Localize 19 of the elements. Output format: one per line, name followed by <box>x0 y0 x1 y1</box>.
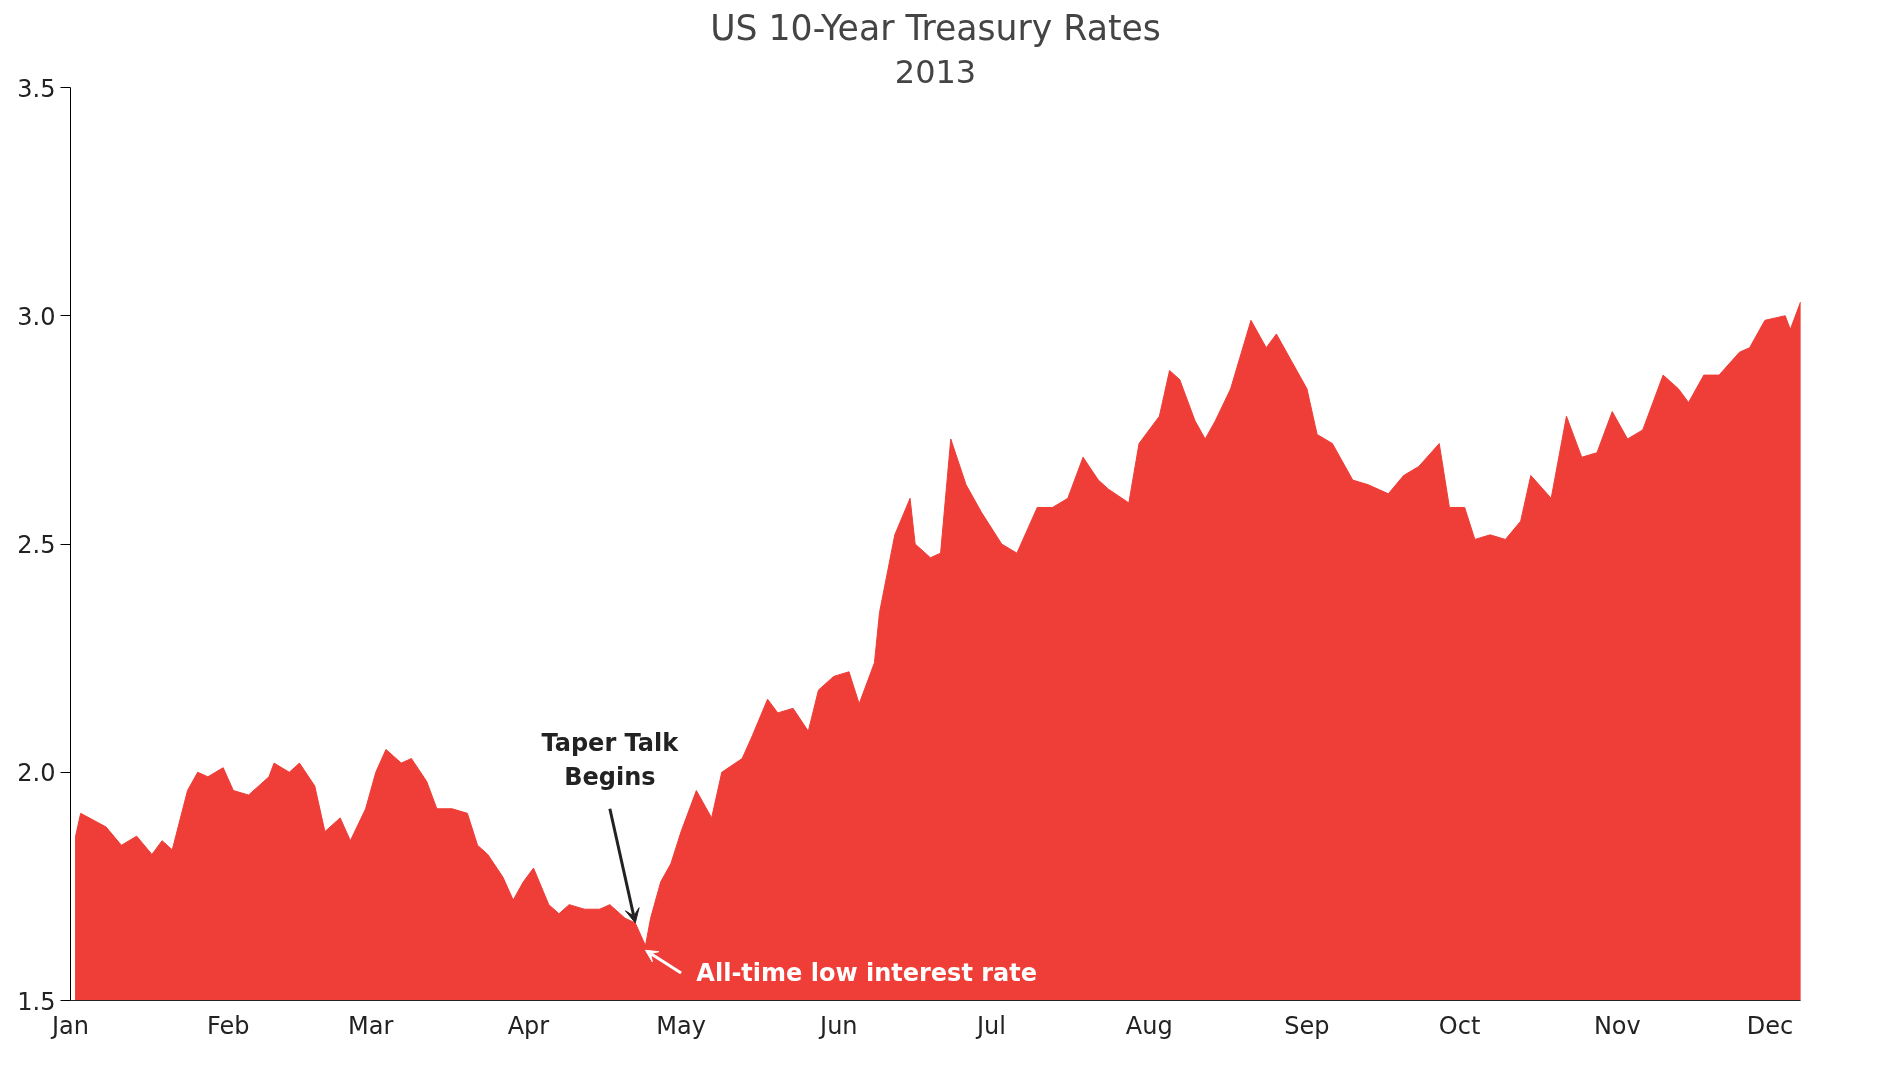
x-tick-label: Jun <box>818 1011 858 1040</box>
y-tick-label: 2.5 <box>17 531 56 559</box>
x-tick-label: Sep <box>1284 1011 1330 1040</box>
y-tick-label: 3.0 <box>17 302 56 331</box>
chart-title: US 10-Year Treasury Rates <box>710 7 1161 48</box>
x-tick-label: Oct <box>1438 1011 1481 1040</box>
y-tick-label: 2.0 <box>17 759 56 788</box>
x-tick-label: Dec <box>1746 1011 1794 1040</box>
x-tick-label: Feb <box>206 1011 250 1040</box>
x-tick-label: Aug <box>1125 1011 1173 1040</box>
annotation: All-time low interest rate <box>696 959 1037 988</box>
x-tick-label: May <box>656 1011 706 1040</box>
x-tick-label: Apr <box>507 1011 550 1040</box>
y-tick-label: 3.5 <box>17 74 56 103</box>
annotation: Taper Talk Begins <box>541 728 680 791</box>
x-tick-label: Mar <box>348 1011 394 1040</box>
x-tick-label: Jul <box>974 1011 1006 1040</box>
chart-subtitle: 2013 <box>894 52 977 91</box>
x-tick-label: Nov <box>1593 1011 1641 1040</box>
